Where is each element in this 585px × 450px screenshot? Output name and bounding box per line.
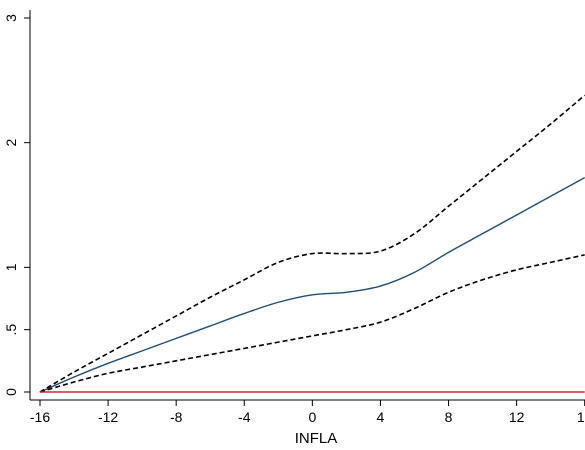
- fitted-line: [39, 176, 585, 393]
- x-tick-label: -4: [238, 409, 251, 425]
- plot-area: [39, 94, 585, 393]
- x-tick-label: 0: [308, 409, 316, 425]
- x-tick-label: -12: [98, 409, 118, 425]
- x-tick-label: 12: [509, 409, 525, 425]
- x-axis-label: INFLA: [295, 430, 338, 447]
- y-tick-label: 2: [3, 139, 19, 147]
- lower-ci-line: [39, 254, 585, 393]
- y-tick-label: .5: [3, 324, 19, 336]
- x-tick-label: 16: [577, 409, 585, 425]
- x-tick-label: -16: [30, 409, 50, 425]
- y-tick-label: 0: [3, 388, 19, 396]
- y-tick-label: 3: [3, 14, 19, 22]
- y-tick-label: 1: [3, 263, 19, 271]
- x-tick-label: -8: [170, 409, 183, 425]
- x-tick-label: 8: [445, 409, 453, 425]
- x-tick-label: 4: [377, 409, 385, 425]
- upper-ci-line: [39, 94, 585, 393]
